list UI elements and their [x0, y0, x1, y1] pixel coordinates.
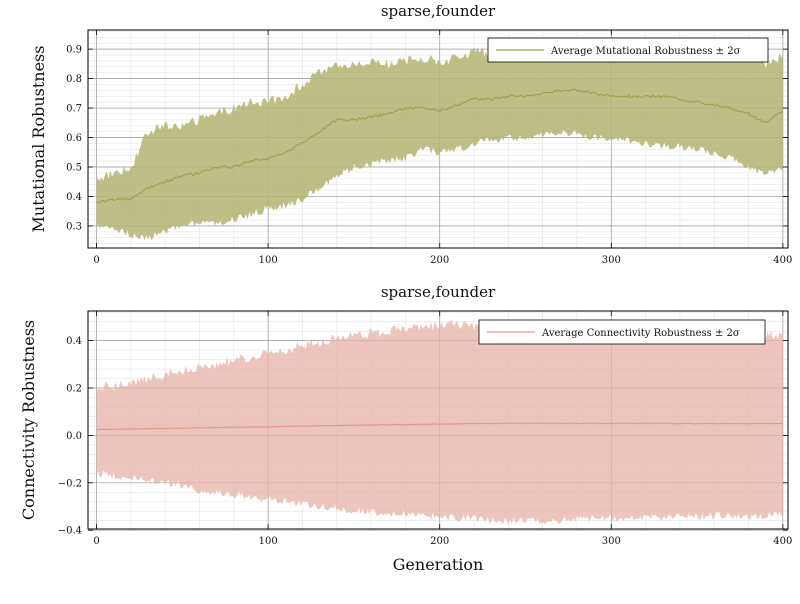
x-tick-label: 0: [93, 536, 99, 547]
y-tick-label: −0.2: [58, 478, 82, 489]
y-axis-label: Mutational Robustness: [29, 46, 48, 233]
y-tick-labels: −0.4 −0.2 0.0 0.2 0.4: [58, 336, 82, 537]
x-tick-label: 400: [773, 536, 792, 547]
x-tick-labels: 0 100 200 300 400: [93, 536, 792, 547]
sigma-band: [96, 319, 783, 525]
legend: Average Connectivity Robustness ± 2σ: [478, 319, 766, 345]
x-tick-label: 200: [430, 255, 449, 266]
y-tick-label: 0.4: [66, 192, 82, 203]
legend: Average Mutational Robustness ± 2σ: [487, 37, 769, 63]
legend-entry: Average Mutational Robustness ± 2σ: [550, 46, 741, 57]
y-tick-label: −0.4: [58, 526, 82, 537]
x-tick-label: 300: [602, 255, 621, 266]
y-tick-label: 0.8: [66, 74, 82, 85]
y-tick-label: 0.4: [66, 336, 82, 347]
x-tick-label: 400: [773, 255, 792, 266]
y-tick-label: 0.3: [66, 221, 82, 232]
axis-ticks: [88, 311, 788, 531]
y-tick-label: 0.6: [66, 133, 82, 144]
y-tick-label: 0.0: [66, 431, 82, 442]
y-tick-label: 0.5: [66, 162, 82, 173]
legend-box: [478, 319, 766, 345]
legend-entry: Average Connectivity Robustness ± 2σ: [541, 328, 740, 339]
y-tick-label: 0.9: [66, 45, 82, 56]
plot-frame: [87, 29, 789, 249]
mean-line: [96, 422, 783, 431]
axis-ticks: [88, 30, 788, 248]
x-tick-label: 100: [259, 536, 278, 547]
y-tick-label: 0.2: [66, 384, 82, 395]
x-axis-label: Generation: [393, 555, 484, 574]
y-tick-label: 0.7: [66, 104, 82, 115]
x-tick-label: 100: [259, 255, 278, 266]
connectivity-robustness-panel: 0 100 200 300 400 −0.4 −0.2 0.0 0.2 0.4 sparse,f…: [19, 283, 792, 574]
y-axis-label: Connectivity Robustness: [19, 320, 38, 520]
chart-title: sparse,founder: [381, 283, 496, 301]
sigma-band: [96, 38, 783, 241]
x-tick-label: 300: [602, 536, 621, 547]
chart-title: sparse,founder: [381, 2, 496, 20]
x-tick-label: 200: [430, 536, 449, 547]
x-tick-label: 0: [93, 255, 99, 266]
mutational-robustness-panel: 0 100 200 300 400 0.3 0.4 0.5 0.6 0.7 0.8 0.9 spar…: [29, 2, 792, 266]
plot-frame: [87, 310, 789, 530]
y-tick-labels: 0.3 0.4 0.5 0.6 0.7 0.8 0.9: [66, 45, 82, 233]
mean-line: [96, 88, 784, 204]
x-tick-labels: 0 100 200 300 400: [93, 255, 792, 266]
